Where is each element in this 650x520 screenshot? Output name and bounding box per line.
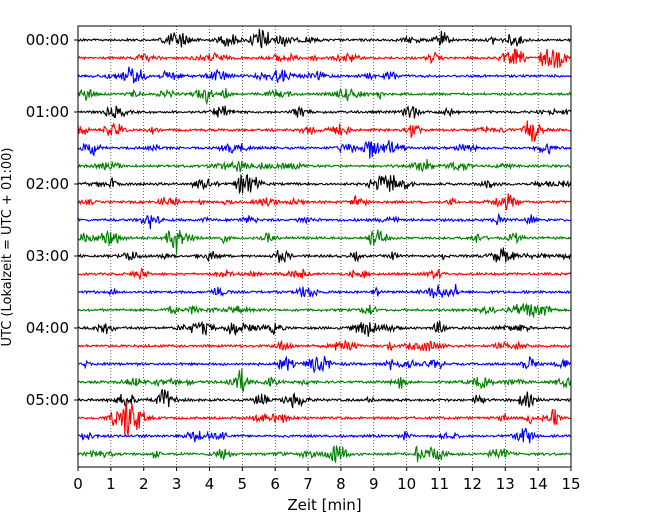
trace-19: [77, 368, 572, 392]
x-tick-label: 12: [463, 475, 482, 493]
trace-15: [77, 302, 572, 318]
seismogram-traces: [77, 28, 572, 465]
x-tick-label: 7: [303, 475, 313, 493]
trace-2: [77, 66, 572, 84]
trace-4: [77, 104, 572, 119]
trace-21: [77, 403, 572, 436]
y-tick-label: 05:00: [26, 391, 69, 409]
x-tick-label: 10: [397, 475, 416, 493]
x-tick-label: 11: [430, 475, 449, 493]
y-tick-label: 02:00: [26, 175, 69, 193]
trace-6: [77, 140, 572, 159]
trace-0: [77, 28, 572, 49]
trace-18: [77, 355, 572, 374]
trace-7: [77, 159, 572, 173]
plot-frame: [77, 25, 572, 468]
trace-20: [77, 389, 572, 409]
trace-1: [77, 48, 572, 69]
trace-11: [77, 229, 572, 254]
trace-10: [77, 212, 572, 230]
trace-22: [77, 427, 572, 444]
trace-16: [77, 320, 572, 337]
x-tick-label: 9: [369, 475, 379, 493]
x-tick-label: 15: [561, 475, 580, 493]
y-tick-label: 04:00: [26, 319, 69, 337]
trace-5: [77, 120, 572, 143]
x-tick-label: 13: [496, 475, 515, 493]
trace-3: [77, 87, 572, 106]
trace-13: [77, 267, 572, 280]
trace-23: [77, 444, 572, 465]
y-tick-label: 01:00: [26, 103, 69, 121]
x-axis-label: Zeit [min]: [287, 496, 361, 514]
x-tick-label: 6: [270, 475, 280, 493]
x-tick-label: 2: [139, 475, 149, 493]
x-tick-label: 1: [106, 475, 116, 493]
x-tick-label: 0: [73, 475, 83, 493]
y-tick-label: 03:00: [26, 247, 69, 265]
x-tick-label: 14: [529, 475, 548, 493]
trace-8: [77, 173, 572, 195]
x-tick-label: 8: [336, 475, 346, 493]
x-tick-label: 5: [238, 475, 248, 493]
y-tick-label: 00:00: [26, 31, 69, 49]
trace-9: [77, 193, 572, 211]
y-axis-label: UTC (Lokalzeit = UTC + 01:00): [0, 148, 15, 347]
trace-14: [78, 283, 572, 299]
x-tick-label: 4: [205, 475, 215, 493]
x-tick-label: 3: [172, 475, 182, 493]
x-axis-ticks: 0 1 2 3 4 5 6 7 8 9 10 11 12 13 14 15: [73, 467, 581, 493]
y-axis-ticks: 00:00 01:00 02:00 03:00 04:00 05:00: [26, 31, 78, 409]
trace-12: [77, 247, 572, 263]
trace-17: [77, 338, 572, 352]
